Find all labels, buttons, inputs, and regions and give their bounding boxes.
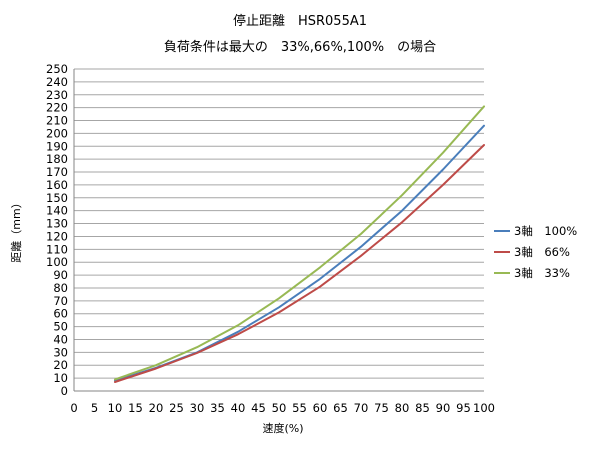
y-tick-label: 10: [53, 371, 68, 385]
x-tick-label: 30: [190, 401, 205, 415]
x-tick-label: 65: [333, 401, 348, 415]
y-tick-label: 50: [53, 320, 68, 334]
series-line-1: [114, 124, 485, 382]
legend-label-3: 3軸 33%: [514, 266, 570, 280]
x-tick-label: 15: [128, 401, 143, 415]
x-tick-label: 100: [473, 401, 495, 415]
y-tick-label: 210: [46, 114, 68, 128]
x-tick-label: 25: [169, 401, 184, 415]
y-tick-label: 60: [53, 307, 68, 321]
y-tick-label: 240: [46, 75, 68, 89]
x-tick-label: 35: [210, 401, 225, 415]
x-axis-label: 速度(%): [262, 421, 303, 435]
y-tick-label: 220: [46, 101, 68, 115]
x-tick-label: 85: [415, 401, 430, 415]
y-tick-label: 70: [53, 294, 68, 308]
y-tick-label: 100: [46, 255, 68, 269]
y-tick-label: 90: [53, 268, 68, 282]
chart-title: 停止距離 HSR055A1: [232, 14, 368, 29]
y-tick-label: 250: [46, 62, 68, 76]
y-tick-label: 130: [46, 217, 68, 231]
y-tick-label: 140: [46, 204, 68, 218]
y-tick-label: 160: [46, 178, 68, 192]
series-line-2: [114, 144, 485, 383]
y-tick-label: 190: [46, 139, 68, 153]
x-tick-label: 55: [292, 401, 307, 415]
y-tick-label: 110: [46, 242, 68, 256]
x-tick-label: 40: [231, 401, 246, 415]
y-tick-label: 30: [53, 345, 68, 359]
x-tick-label: 80: [395, 401, 410, 415]
x-tick-label: 60: [313, 401, 328, 415]
series-line-3: [114, 105, 485, 381]
legend-label-2: 3軸 66%: [514, 245, 570, 259]
x-tick-label: 10: [108, 401, 123, 415]
x-tick-label: 45: [251, 401, 266, 415]
x-tick-label: 50: [272, 401, 287, 415]
x-tick-label: 90: [436, 401, 451, 415]
y-tick-label: 120: [46, 229, 68, 243]
y-axis-label: 距離（mm）: [9, 197, 23, 262]
legend-label-1: 3軸 100%: [514, 224, 577, 238]
y-tick-label: 150: [46, 191, 68, 205]
y-tick-label: 200: [46, 126, 68, 140]
y-tick-label: 170: [46, 165, 68, 179]
x-tick-label: 0: [70, 401, 77, 415]
x-tick-label: 95: [456, 401, 471, 415]
x-tick-label: 20: [149, 401, 164, 415]
y-tick-label: 20: [53, 358, 68, 372]
x-tick-label: 5: [91, 401, 98, 415]
x-tick-label: 75: [374, 401, 389, 415]
x-tick-label: 70: [354, 401, 369, 415]
y-tick-label: 230: [46, 88, 68, 102]
y-tick-label: 180: [46, 152, 68, 166]
y-tick-label: 80: [53, 281, 68, 295]
y-tick-label: 40: [53, 332, 68, 346]
y-tick-label: 0: [61, 384, 68, 398]
chart-subtitle: 負荷条件は最大の 33%,66%,100% の場合: [163, 40, 437, 55]
